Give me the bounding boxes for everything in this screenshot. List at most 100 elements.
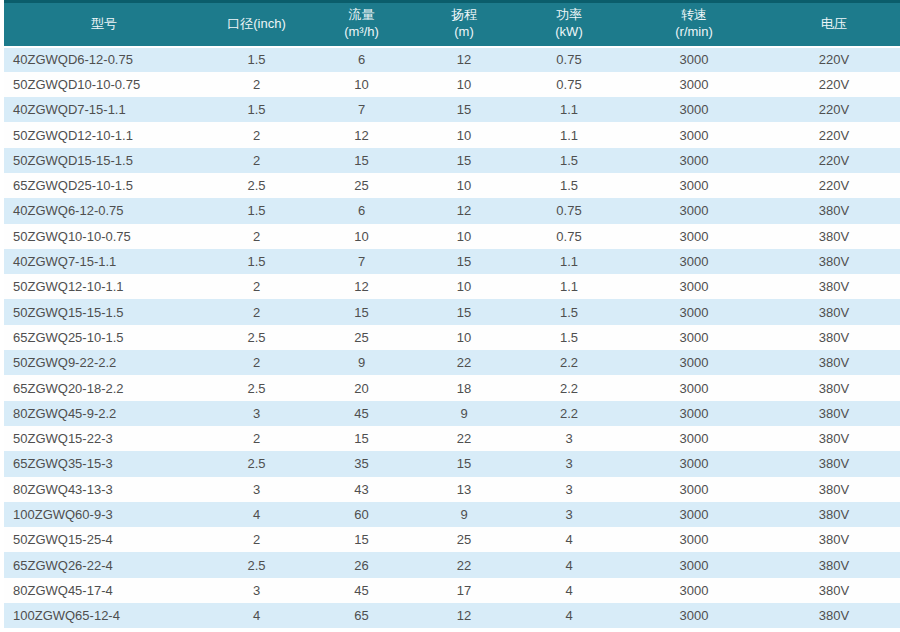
cell-speed: 3000	[624, 299, 764, 324]
cell-flow: 15	[309, 299, 414, 324]
cell-diameter: 2	[204, 527, 309, 552]
cell-speed: 3000	[624, 47, 764, 72]
cell-head: 15	[414, 299, 514, 324]
col-header-head: 扬程 (m)	[414, 2, 514, 47]
col-header-speed-unit: (r/min)	[624, 24, 764, 41]
table-row: 50ZGWQD15-15-1.5215151.53000220V	[4, 148, 900, 173]
cell-flow: 15	[309, 148, 414, 173]
table-row: 100ZGWQ65-12-44651243000380V	[4, 603, 900, 628]
cell-power: 4	[514, 603, 624, 628]
cell-speed: 3000	[624, 224, 764, 249]
cell-speed: 3000	[624, 148, 764, 173]
cell-diameter: 4	[204, 502, 309, 527]
cell-voltage: 380V	[764, 249, 900, 274]
cell-voltage: 380V	[764, 325, 900, 350]
table-row: 40ZGWQ6-12-0.751.56120.753000380V	[4, 198, 900, 223]
cell-power: 1.1	[514, 122, 624, 147]
col-header-voltage: 电压	[764, 2, 900, 47]
cell-head: 15	[414, 148, 514, 173]
cell-power: 1.1	[514, 97, 624, 122]
cell-speed: 3000	[624, 603, 764, 628]
cell-power: 0.75	[514, 224, 624, 249]
cell-diameter: 2.5	[204, 173, 309, 198]
col-header-diameter: 口径(inch)	[204, 2, 309, 47]
cell-diameter: 2.5	[204, 451, 309, 476]
cell-head: 10	[414, 274, 514, 299]
cell-power: 0.75	[514, 47, 624, 72]
cell-model: 50ZGWQ15-22-3	[4, 426, 204, 451]
col-header-flow: 流量 (m³/h)	[309, 2, 414, 47]
cell-speed: 3000	[624, 426, 764, 451]
cell-power: 4	[514, 527, 624, 552]
cell-power: 1.5	[514, 173, 624, 198]
cell-speed: 3000	[624, 477, 764, 502]
cell-voltage: 220V	[764, 47, 900, 72]
cell-diameter: 2	[204, 426, 309, 451]
cell-head: 10	[414, 325, 514, 350]
cell-flow: 12	[309, 274, 414, 299]
cell-power: 2.2	[514, 375, 624, 400]
col-header-power-label: 功率	[514, 7, 624, 24]
table-header-row: 型号 口径(inch) 流量 (m³/h) 扬程 (m) 功率 (kW)	[4, 2, 900, 47]
col-header-speed: 转速 (r/min)	[624, 2, 764, 47]
cell-head: 10	[414, 224, 514, 249]
cell-flow: 25	[309, 325, 414, 350]
cell-model: 65ZGWQ35-15-3	[4, 451, 204, 476]
cell-speed: 3000	[624, 122, 764, 147]
cell-diameter: 4	[204, 603, 309, 628]
cell-head: 12	[414, 47, 514, 72]
cell-voltage: 380V	[764, 426, 900, 451]
cell-voltage: 220V	[764, 72, 900, 97]
table-row: 50ZGWQ10-10-0.75210100.753000380V	[4, 224, 900, 249]
cell-flow: 65	[309, 603, 414, 628]
cell-voltage: 380V	[764, 477, 900, 502]
cell-diameter: 2	[204, 122, 309, 147]
cell-speed: 3000	[624, 578, 764, 603]
cell-model: 40ZGWQ7-15-1.1	[4, 249, 204, 274]
cell-voltage: 380V	[764, 350, 900, 375]
table-row: 65ZGWQ26-22-42.5262243000380V	[4, 552, 900, 577]
col-header-head-unit: (m)	[414, 24, 514, 41]
cell-flow: 7	[309, 249, 414, 274]
cell-model: 100ZGWQ65-12-4	[4, 603, 204, 628]
cell-head: 10	[414, 122, 514, 147]
cell-model: 50ZGWQD12-10-1.1	[4, 122, 204, 147]
cell-flow: 6	[309, 47, 414, 72]
pump-spec-table: 型号 口径(inch) 流量 (m³/h) 扬程 (m) 功率 (kW)	[4, 0, 900, 628]
cell-diameter: 1.5	[204, 198, 309, 223]
col-header-head-label: 扬程	[414, 7, 514, 24]
cell-voltage: 380V	[764, 451, 900, 476]
cell-head: 25	[414, 527, 514, 552]
cell-flow: 15	[309, 426, 414, 451]
cell-voltage: 220V	[764, 97, 900, 122]
table-row: 50ZGWQ12-10-1.1212101.13000380V	[4, 274, 900, 299]
cell-head: 22	[414, 350, 514, 375]
cell-model: 40ZGWQ6-12-0.75	[4, 198, 204, 223]
col-header-speed-label: 转速	[624, 7, 764, 24]
table-row: 50ZGWQ15-25-42152543000380V	[4, 527, 900, 552]
cell-speed: 3000	[624, 97, 764, 122]
cell-head: 15	[414, 451, 514, 476]
cell-flow: 15	[309, 527, 414, 552]
cell-power: 1.5	[514, 299, 624, 324]
cell-diameter: 2	[204, 72, 309, 97]
cell-speed: 3000	[624, 249, 764, 274]
cell-head: 15	[414, 97, 514, 122]
cell-head: 18	[414, 375, 514, 400]
cell-power: 3	[514, 426, 624, 451]
col-header-flow-label: 流量	[309, 7, 414, 24]
cell-power: 2.2	[514, 401, 624, 426]
cell-model: 65ZGWQ20-18-2.2	[4, 375, 204, 400]
cell-voltage: 380V	[764, 502, 900, 527]
table-row: 40ZGWQD7-15-1.11.57151.13000220V	[4, 97, 900, 122]
cell-voltage: 380V	[764, 198, 900, 223]
col-header-diameter-label: 口径(inch)	[204, 16, 309, 33]
cell-speed: 3000	[624, 274, 764, 299]
cell-voltage: 380V	[764, 274, 900, 299]
cell-power: 1.1	[514, 249, 624, 274]
cell-model: 65ZGWQ26-22-4	[4, 552, 204, 577]
table-row: 50ZGWQ15-22-32152233000380V	[4, 426, 900, 451]
col-header-flow-unit: (m³/h)	[309, 24, 414, 41]
table-row: 40ZGWQ7-15-1.11.57151.13000380V	[4, 249, 900, 274]
cell-power: 4	[514, 578, 624, 603]
